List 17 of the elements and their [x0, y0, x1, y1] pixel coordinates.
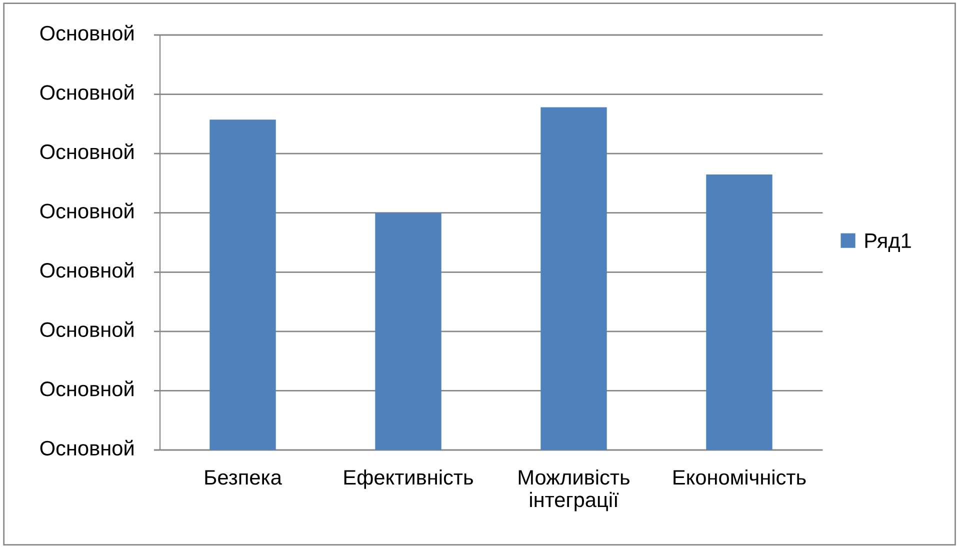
legend-label: Ряд1	[865, 234, 911, 252]
text: Основной	[40, 262, 134, 278]
bar	[210, 120, 276, 450]
x-tick-label: Можливість інтеграції	[518, 469, 630, 512]
text: Основной	[40, 440, 134, 456]
text: Основной	[40, 321, 134, 338]
text: Основной	[40, 24, 134, 41]
text: Основной	[40, 84, 134, 100]
text: Основной	[40, 202, 134, 218]
bar	[375, 212, 442, 450]
text: Основной	[40, 143, 134, 160]
x-tick-label: Безпека	[205, 470, 282, 485]
x-tick-label: Ефективність	[344, 469, 473, 489]
text: Основной	[40, 380, 134, 396]
bar	[540, 107, 607, 450]
bar	[706, 174, 772, 450]
x-tick-label: Економічність	[674, 469, 806, 485]
